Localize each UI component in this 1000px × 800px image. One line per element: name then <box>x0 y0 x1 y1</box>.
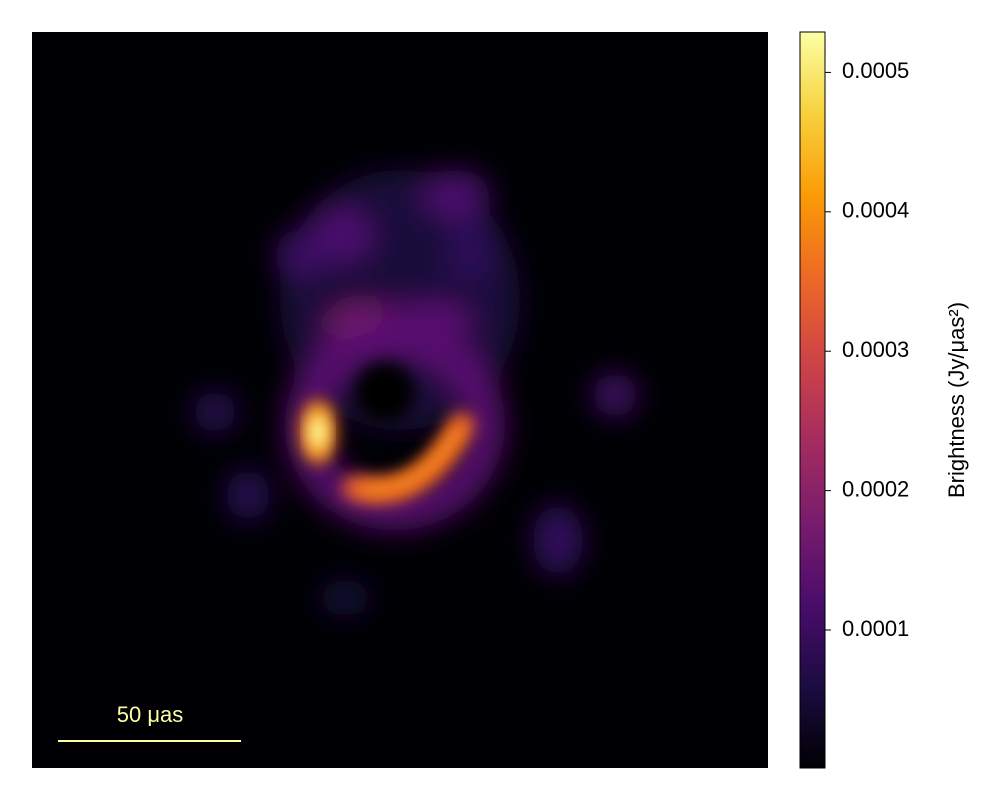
colorbar-tick-label: 0.0003 <box>842 337 909 362</box>
image: 50 μas <box>58 170 637 742</box>
colorbar-tick-label: 0.0005 <box>842 58 909 83</box>
colorbar-tick-label: 0.0001 <box>842 616 909 641</box>
colorbar-tick-label: 0.0004 <box>842 198 909 223</box>
colorbar-label: Brightness (Jy/μas²) <box>944 302 969 498</box>
colorbar-tick-label: 0.0002 <box>842 476 909 501</box>
colorbar <box>799 31 826 769</box>
scale-bar-label: 50 μas <box>117 702 184 727</box>
